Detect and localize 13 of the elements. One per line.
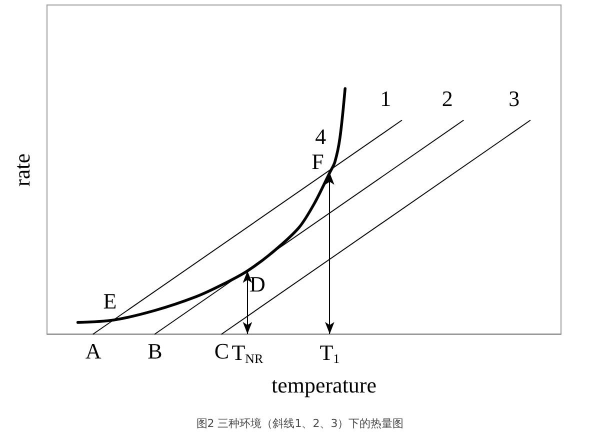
y-axis-title: rate: [10, 154, 34, 186]
annotation: F: [312, 149, 324, 174]
annotation: D: [250, 271, 266, 296]
x-axis-title: temperature: [271, 372, 377, 398]
x-tick-label: B: [148, 338, 162, 364]
series-label: 1: [380, 86, 392, 111]
x-tick-label: A: [85, 338, 102, 364]
text: 图2 三种环境（斜线1、2、3）下的热量图: [196, 417, 404, 430]
series-label: 3: [508, 86, 520, 111]
annotation: E: [103, 288, 117, 314]
series-label: 4: [315, 124, 326, 149]
series-label: 2: [442, 86, 453, 111]
x-tick-label: C: [214, 338, 230, 364]
